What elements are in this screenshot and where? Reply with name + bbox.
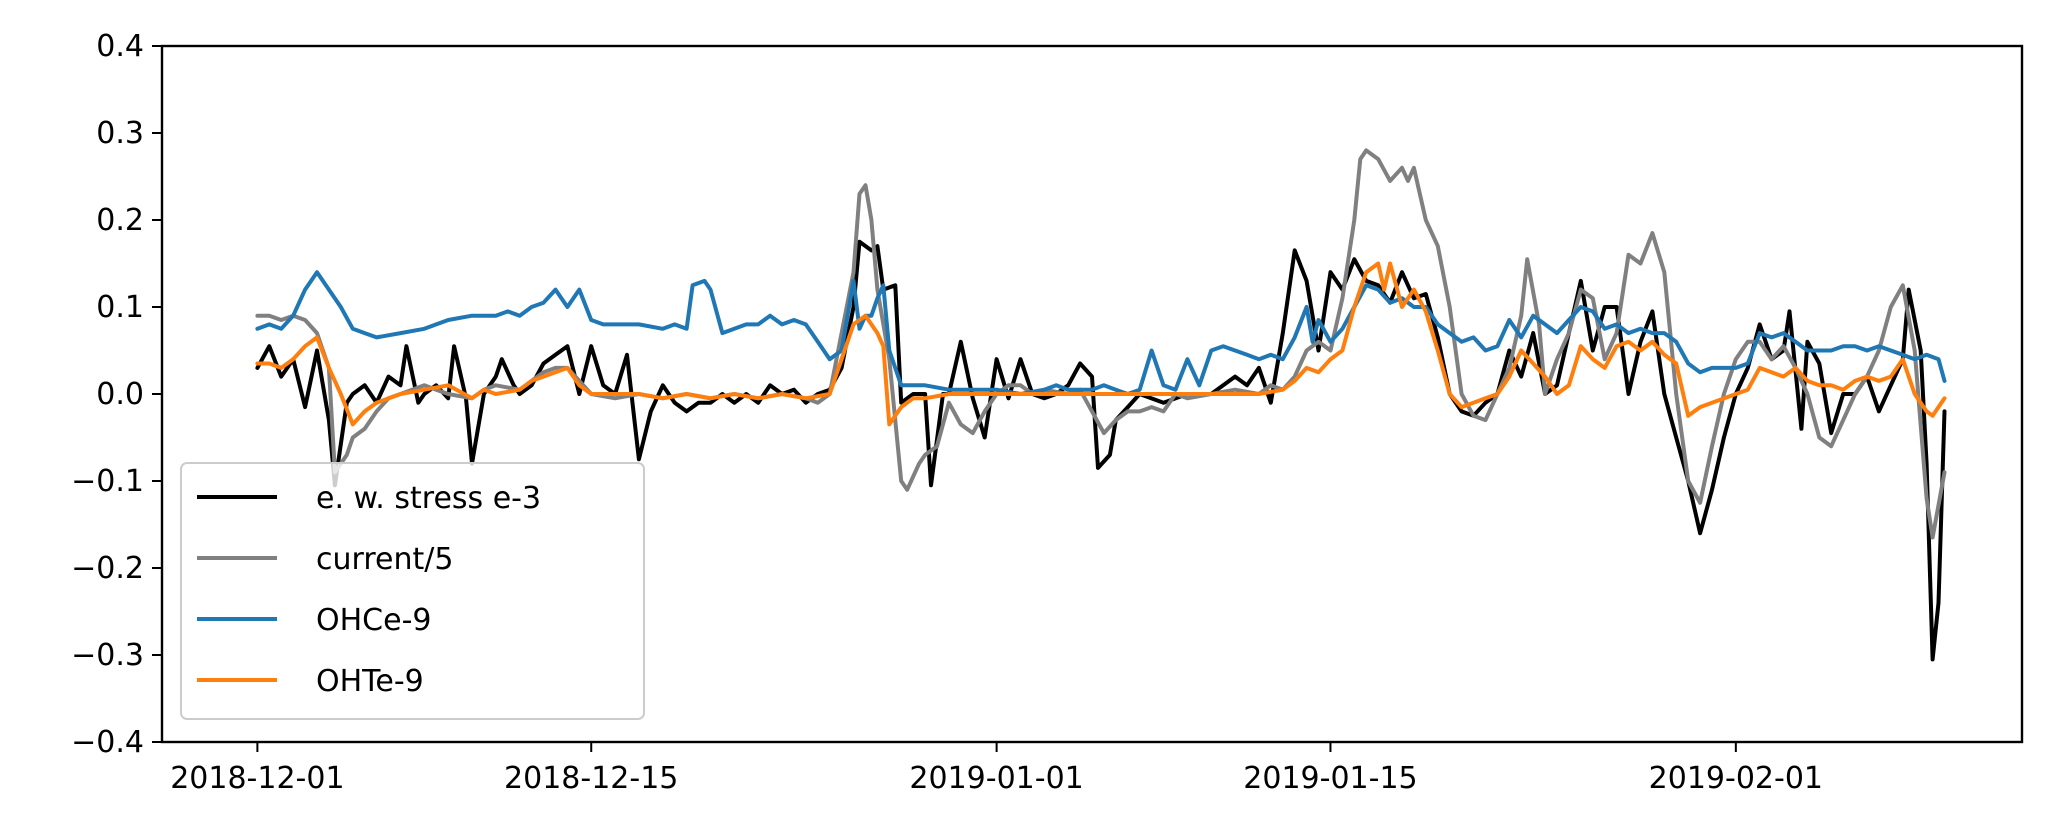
y-tick-label: −0.2 [71, 551, 144, 586]
series-line-3 [255, 270, 1947, 396]
y-tick-label: 0.4 [96, 29, 144, 64]
y-tick-label: 0.2 [96, 203, 144, 238]
legend-label: e. w. stress e-3 [316, 481, 541, 516]
y-axis: 0.4 0.3 0.2 0.1 0.0 −0.1 −0.2 −0.3 −0.4 [71, 29, 162, 760]
y-tick-label: −0.4 [71, 725, 144, 760]
series-line-4 [255, 261, 1947, 427]
series-layer [255, 148, 1947, 662]
x-tick-label: 2018-12-01 [170, 761, 344, 796]
legend-label: OHCe-9 [316, 603, 432, 638]
x-axis: 2018-12-01 2018-12-15 2019-01-01 2019-01-15… [170, 742, 1823, 796]
legend-label: current/5 [316, 542, 453, 577]
series-line-2 [255, 148, 1947, 540]
legend-label: OHTe-9 [316, 664, 424, 699]
y-tick-label: −0.3 [71, 638, 144, 673]
x-tick-label: 2018-12-15 [504, 761, 678, 796]
x-tick-label: 2019-02-01 [1649, 761, 1823, 796]
y-tick-label: 0.1 [96, 290, 144, 325]
y-tick-label: 0.0 [96, 377, 144, 412]
x-tick-label: 2019-01-15 [1243, 761, 1417, 796]
series-line-1 [255, 239, 1947, 662]
y-tick-label: 0.3 [96, 116, 144, 151]
y-tick-label: −0.1 [71, 464, 144, 499]
x-tick-label: 2019-01-01 [909, 761, 1083, 796]
legend-box [180, 462, 645, 720]
legend: e. w. stress e-3 current/5 OHCe-9 OHTe-9 [180, 462, 645, 720]
